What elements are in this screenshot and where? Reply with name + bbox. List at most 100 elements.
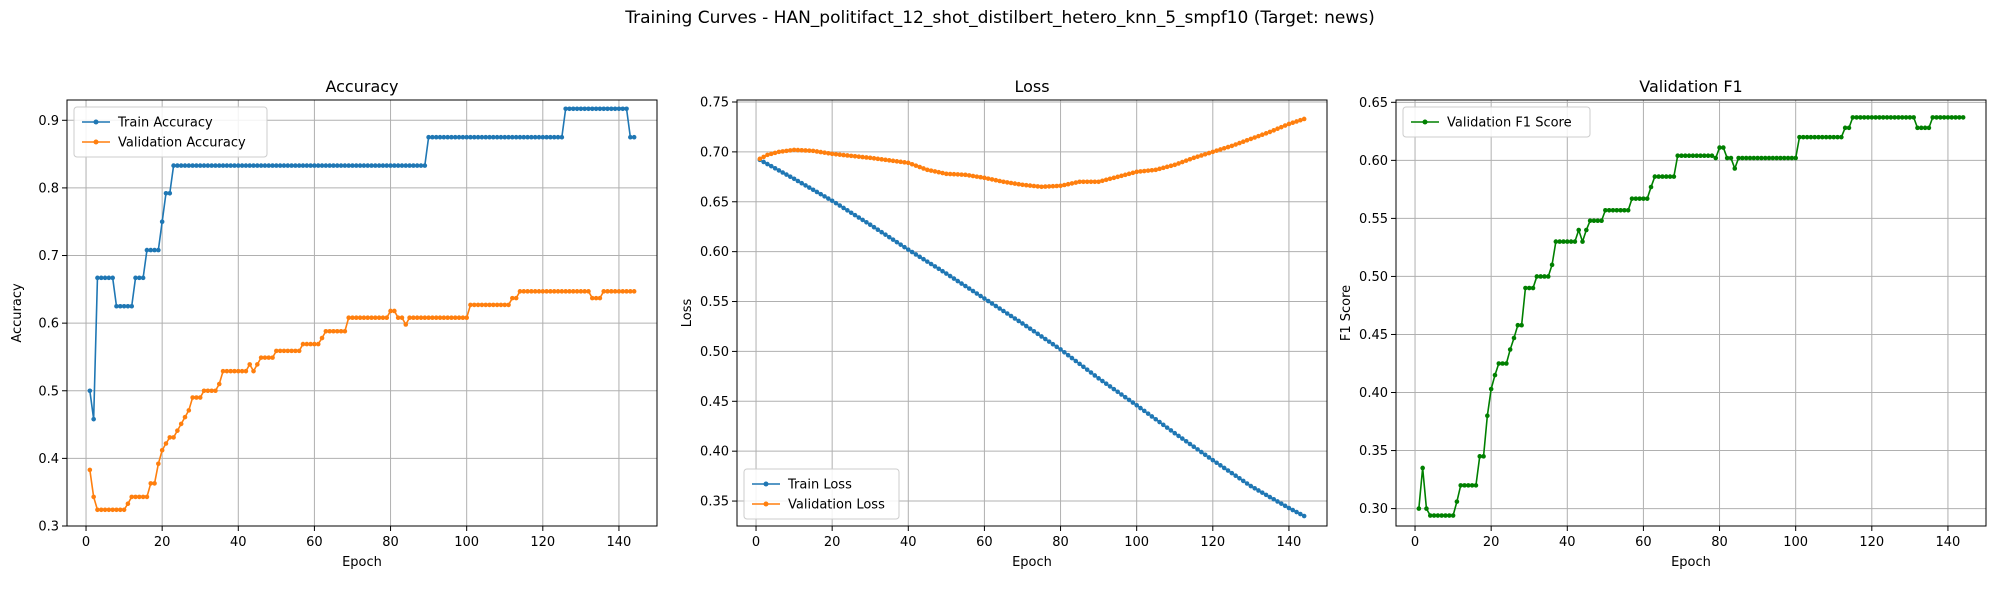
- data-point: [255, 362, 260, 367]
- data-point: [494, 302, 500, 308]
- data-point: [1122, 172, 1128, 178]
- data-point: [1180, 159, 1185, 165]
- data-point: [1820, 134, 1825, 140]
- data-point: [567, 289, 572, 294]
- plot-frame: [736, 99, 1328, 527]
- data-point: [940, 268, 945, 274]
- x-tick-label: 120: [1859, 535, 1884, 550]
- y-tick-label: 0.55: [1359, 212, 1388, 227]
- data-point: [1286, 505, 1292, 511]
- data-point: [1100, 378, 1105, 384]
- data-point: [955, 278, 961, 284]
- data-point: [1149, 414, 1155, 419]
- data-point: [1130, 400, 1136, 405]
- data-point: [1115, 389, 1120, 395]
- data-point: [1199, 449, 1204, 455]
- data-point: [780, 149, 785, 154]
- data-point: [1496, 361, 1502, 366]
- data-point: [1652, 174, 1658, 179]
- data-point: [1016, 181, 1021, 187]
- data-point: [156, 461, 161, 467]
- data-point: [605, 289, 610, 294]
- y-tick-label: 0.30: [1359, 502, 1388, 517]
- data-point: [1427, 513, 1433, 518]
- data-point: [144, 247, 150, 253]
- data-point: [856, 215, 862, 220]
- data-point: [807, 148, 812, 153]
- data-point: [1485, 413, 1490, 419]
- data-point: [1218, 463, 1223, 468]
- data-point: [502, 134, 508, 140]
- data-point: [1062, 350, 1067, 355]
- data-point: [460, 315, 466, 321]
- data-point: [985, 176, 991, 181]
- data-point: [110, 507, 115, 513]
- data-point: [289, 163, 294, 168]
- data-point: [1206, 150, 1212, 156]
- data-point: [289, 348, 294, 354]
- data-point: [845, 153, 850, 158]
- data-point: [513, 134, 519, 140]
- legend: Train Loss Validation Loss: [743, 468, 900, 520]
- data-point: [1915, 125, 1920, 131]
- data-point: [925, 167, 930, 173]
- data-point: [1854, 115, 1859, 120]
- data-point: [346, 315, 351, 321]
- data-point: [925, 259, 930, 264]
- x-tick-label: 40: [900, 535, 917, 550]
- data-point: [1279, 124, 1284, 130]
- y-tick-label: 0.40: [700, 445, 729, 460]
- series-accuracy-0: [87, 106, 637, 422]
- data-point: [601, 289, 607, 294]
- data-point: [361, 163, 367, 168]
- data-point: [201, 163, 207, 168]
- data-point: [1587, 218, 1593, 224]
- data-point: [338, 163, 344, 168]
- data-point: [399, 163, 405, 168]
- data-point: [993, 303, 999, 309]
- data-point: [98, 275, 104, 281]
- data-point: [365, 163, 371, 168]
- y-axis-label: Loss: [680, 299, 695, 328]
- data-point: [1031, 328, 1037, 334]
- legend-marker: [763, 481, 769, 487]
- data-point: [1835, 134, 1840, 140]
- data-point: [1454, 499, 1460, 504]
- data-point: [1618, 207, 1623, 213]
- data-point: [1141, 408, 1147, 414]
- data-point: [616, 289, 622, 294]
- data-point: [1751, 155, 1757, 161]
- data-point: [133, 275, 138, 281]
- data-point: [1214, 460, 1219, 466]
- data-point: [1945, 115, 1951, 120]
- data-point: [475, 134, 481, 140]
- data-point: [1469, 483, 1475, 488]
- chart-title: Loss: [1014, 77, 1049, 96]
- data-point: [414, 315, 420, 321]
- data-point: [91, 416, 96, 422]
- data-point: [1542, 274, 1547, 279]
- data-point: [1439, 513, 1444, 518]
- series-line: [759, 159, 1305, 517]
- data-point: [1504, 361, 1509, 366]
- data-point: [319, 163, 325, 168]
- data-point: [197, 163, 203, 168]
- data-point: [765, 152, 770, 158]
- data-point: [491, 134, 496, 140]
- data-point: [1046, 184, 1052, 189]
- data-point: [1031, 183, 1037, 189]
- data-point: [334, 328, 340, 334]
- x-tick-label: 0: [752, 535, 760, 550]
- data-point: [479, 302, 485, 308]
- data-point: [1713, 155, 1719, 161]
- data-point: [319, 335, 325, 341]
- data-point: [1012, 181, 1018, 186]
- data-point: [551, 134, 557, 140]
- data-point: [1462, 483, 1467, 488]
- data-point: [1568, 239, 1574, 244]
- data-point: [1107, 384, 1113, 389]
- data-point: [471, 134, 477, 140]
- data-point: [1191, 155, 1197, 161]
- data-point: [1545, 274, 1551, 279]
- data-point: [1561, 239, 1566, 244]
